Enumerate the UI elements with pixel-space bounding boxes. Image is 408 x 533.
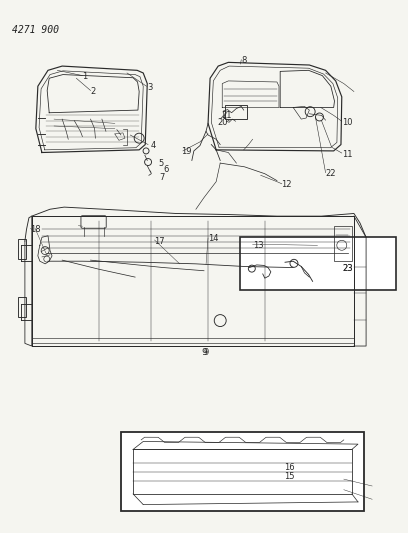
Text: 10: 10 bbox=[342, 118, 352, 127]
Text: 20: 20 bbox=[218, 118, 228, 127]
Text: 11: 11 bbox=[342, 150, 352, 159]
Text: 18: 18 bbox=[31, 225, 41, 234]
Bar bbox=[240, 237, 397, 290]
Text: 1: 1 bbox=[82, 72, 88, 81]
Text: 7: 7 bbox=[160, 173, 165, 182]
Bar bbox=[18, 297, 26, 317]
Text: 22: 22 bbox=[326, 169, 336, 178]
Text: 5: 5 bbox=[159, 159, 164, 167]
Text: 17: 17 bbox=[155, 237, 165, 246]
Text: 12: 12 bbox=[281, 180, 291, 189]
Text: 23: 23 bbox=[343, 264, 353, 272]
Text: 16: 16 bbox=[284, 464, 295, 472]
Text: 8: 8 bbox=[241, 56, 247, 65]
Text: 9: 9 bbox=[201, 349, 207, 358]
Text: 21: 21 bbox=[221, 111, 231, 120]
Bar bbox=[121, 432, 364, 512]
Bar bbox=[225, 105, 247, 119]
Text: 6: 6 bbox=[164, 165, 169, 174]
Text: 4: 4 bbox=[151, 141, 156, 150]
Text: 4271 900: 4271 900 bbox=[11, 25, 58, 35]
Text: 9: 9 bbox=[204, 349, 209, 358]
Text: 23: 23 bbox=[343, 264, 353, 272]
Text: 15: 15 bbox=[284, 472, 295, 481]
Text: 19: 19 bbox=[181, 148, 192, 157]
Text: 14: 14 bbox=[208, 235, 219, 244]
Bar bbox=[334, 227, 352, 261]
Bar bbox=[18, 239, 26, 259]
Text: 3: 3 bbox=[147, 83, 153, 92]
Text: 2: 2 bbox=[91, 87, 96, 96]
Text: 13: 13 bbox=[253, 241, 263, 250]
